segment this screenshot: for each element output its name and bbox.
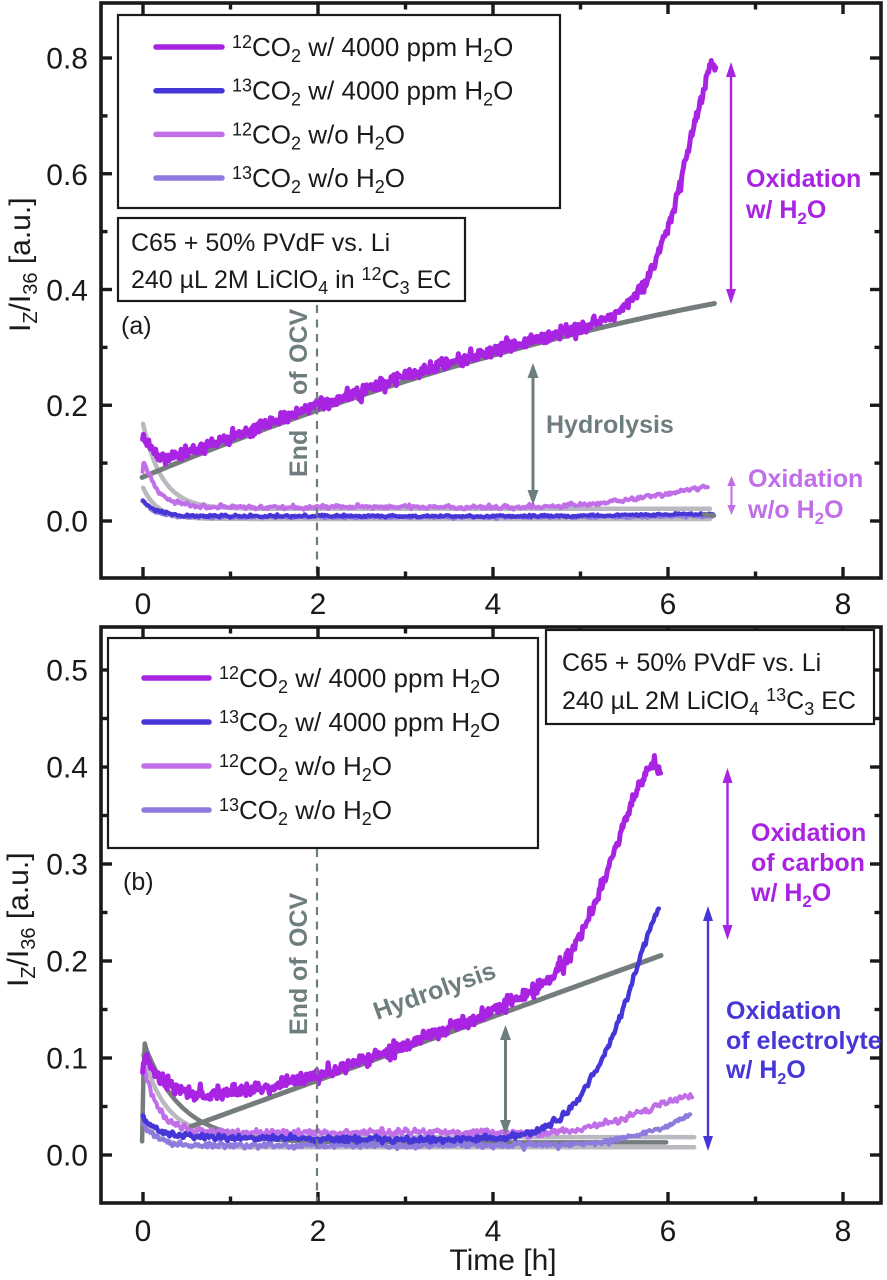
svg-text:OCV: OCV xyxy=(285,893,313,948)
svg-text:Oxidation: Oxidation xyxy=(746,165,861,193)
svg-text:0.6: 0.6 xyxy=(46,159,88,192)
svg-text:6: 6 xyxy=(660,1215,677,1248)
svg-text:13CO2 w/ 4000 ppm H2O: 13CO2 w/ 4000 ppm H2O xyxy=(232,76,513,110)
svg-text:(b): (b) xyxy=(123,868,154,896)
svg-text:Time [h]: Time [h] xyxy=(449,1244,556,1277)
svg-text:0.2: 0.2 xyxy=(46,946,88,979)
svg-text:C65 + 50% PVdF vs. Li: C65 + 50% PVdF vs. Li xyxy=(562,649,821,677)
svg-text:C65 + 50% PVdF vs. Li: C65 + 50% PVdF vs. Li xyxy=(131,229,390,257)
svg-text:0.8: 0.8 xyxy=(46,43,88,76)
svg-text:8: 8 xyxy=(835,588,852,621)
svg-text:End: End xyxy=(285,430,313,477)
svg-text:w/ H2O: w/ H2O xyxy=(750,879,831,911)
svg-text:of: of xyxy=(285,957,313,981)
svg-text:Hydrolysis: Hydrolysis xyxy=(546,411,674,439)
svg-text:w/ H2O: w/ H2O xyxy=(745,196,826,228)
svg-text:0: 0 xyxy=(135,1215,152,1248)
svg-text:12CO2 w/ 4000 ppm H2O: 12CO2 w/ 4000 ppm H2O xyxy=(232,32,513,66)
svg-text:0.3: 0.3 xyxy=(46,849,88,882)
svg-text:0.1: 0.1 xyxy=(46,1043,88,1076)
svg-text:Oxidation: Oxidation xyxy=(748,465,863,493)
svg-text:of electrolyte: of electrolyte xyxy=(726,1027,882,1055)
svg-text:Oxidation: Oxidation xyxy=(751,819,866,847)
svg-text:4: 4 xyxy=(485,1215,502,1248)
svg-text:0.4: 0.4 xyxy=(46,752,88,785)
svg-text:13CO2 w/ 4000 ppm H2O: 13CO2 w/ 4000 ppm H2O xyxy=(219,707,500,741)
svg-text:0: 0 xyxy=(135,588,152,621)
svg-text:0.0: 0.0 xyxy=(46,506,88,539)
svg-text:OCV: OCV xyxy=(285,309,313,364)
svg-text:(a): (a) xyxy=(121,312,152,340)
svg-text:0.5: 0.5 xyxy=(46,655,88,688)
svg-text:of carbon: of carbon xyxy=(751,849,865,877)
svg-text:0.0: 0.0 xyxy=(46,1140,88,1173)
svg-text:End: End xyxy=(285,988,313,1035)
svg-text:2: 2 xyxy=(310,588,327,621)
svg-text:w/ H2O: w/ H2O xyxy=(725,1056,806,1088)
svg-text:of: of xyxy=(285,371,313,395)
svg-text:6: 6 xyxy=(660,588,677,621)
svg-text:12CO2 w/ 4000 ppm H2O: 12CO2 w/ 4000 ppm H2O xyxy=(219,663,500,697)
svg-text:2: 2 xyxy=(310,1215,327,1248)
svg-text:Oxidation: Oxidation xyxy=(726,997,841,1025)
svg-text:0.4: 0.4 xyxy=(46,275,88,308)
svg-text:8: 8 xyxy=(835,1215,852,1248)
svg-text:IZ/I36 [a.u.]: IZ/I36 [a.u.] xyxy=(2,852,40,987)
svg-text:0.2: 0.2 xyxy=(46,390,88,423)
svg-text:w/o H2O: w/o H2O xyxy=(747,496,844,528)
svg-text:4: 4 xyxy=(485,588,502,621)
svg-text:IZ/I36 [a.u.]: IZ/I36 [a.u.] xyxy=(4,197,42,332)
svg-text:240 µL 2M LiClO4 in 12C3 EC: 240 µL 2M LiClO4 in 12C3 EC xyxy=(131,264,451,298)
